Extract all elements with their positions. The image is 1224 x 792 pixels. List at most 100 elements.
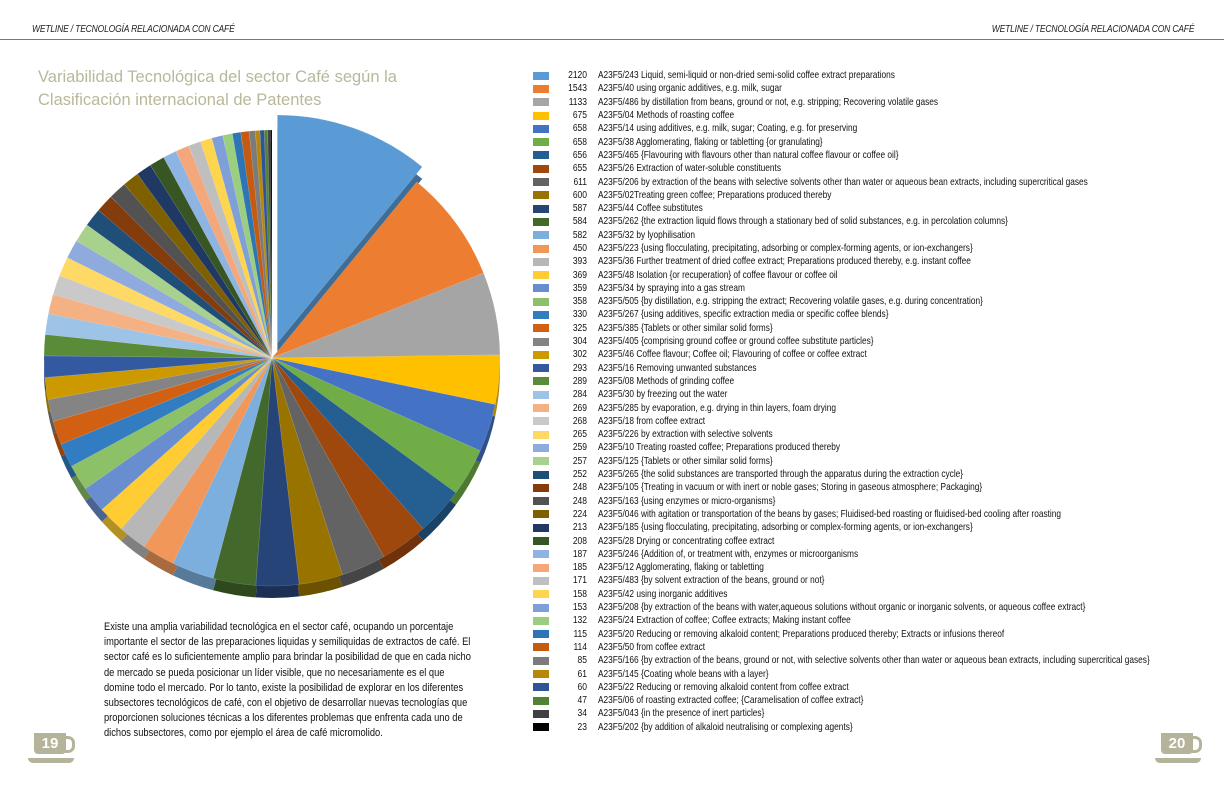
legend-item: 1133 A23F5/486 by distillation from beans…	[533, 96, 1224, 109]
legend-label: A23F5/125 {Tablets or other similar soli…	[598, 455, 773, 467]
legend-item: 259 A23F5/10 Treating roasted coffee; Pre…	[533, 441, 1224, 454]
legend-item: 187 A23F5/246 {Addition of, or treatment …	[533, 548, 1224, 561]
legend-item: 450 A23F5/223 {using flocculating, precip…	[533, 242, 1224, 255]
legend-value: 1133	[568, 96, 587, 108]
legend-swatch	[533, 616, 549, 625]
legend-value: 248	[572, 482, 587, 494]
legend-swatch	[533, 98, 549, 107]
cup-saucer-icon	[28, 758, 74, 763]
legend-label: A23F5/105 {Treating in vacuum or with in…	[598, 482, 983, 494]
pie-slice	[172, 357, 273, 579]
legend-item: 248 A23F5/105 {Treating in vacuum or with…	[533, 481, 1224, 494]
legend-item: 358 A23F5/505 {by distillation, e.g. stri…	[533, 295, 1224, 308]
legend-item: 257 A23F5/125 {Tablets or other similar s…	[533, 455, 1224, 468]
legend-value: 60	[577, 681, 587, 693]
legend-value: 655	[572, 163, 587, 175]
pie-slice	[271, 357, 457, 529]
legend-item: 587 A23F5/44 Coffee substitutes	[533, 202, 1224, 215]
pie-slice	[84, 357, 273, 511]
pie-slice	[240, 130, 273, 359]
legend-label: A23F5/08 Methods of grinding coffee	[598, 375, 735, 387]
legend-label: A23F5/243 Liquid, semi-liquid or non-dri…	[598, 70, 895, 82]
legend-item: 268 A23F5/18 from coffee extract	[533, 415, 1224, 428]
legend-swatch	[533, 457, 549, 466]
legend-swatch	[533, 483, 549, 492]
legend-label: A23F5/226 by extraction with selective s…	[598, 429, 773, 441]
pie-slice	[98, 196, 273, 359]
page-number-text: 19	[34, 733, 66, 754]
legend-value: 61	[577, 668, 587, 680]
legend-value: 213	[572, 522, 587, 534]
legend-swatch	[533, 151, 549, 160]
legend-value: 358	[572, 296, 587, 308]
pie-slice	[66, 240, 273, 359]
legend-item: 85 A23F5/166 {by extraction of the beans,…	[533, 654, 1224, 667]
pie-slice	[277, 114, 423, 344]
pie-slice	[200, 137, 273, 359]
legend-label: A23F5/185 {using flocculating, precipita…	[598, 522, 973, 534]
legend-item: 114 A23F5/50 from coffee extract	[533, 641, 1224, 654]
pie-slice	[248, 130, 273, 359]
legend-item: 582 A23F5/32 by lyophilisation	[533, 229, 1224, 242]
legend-value: 325	[572, 322, 587, 334]
legend-item: 1543 A23F5/40 using organic additives, e.…	[533, 82, 1224, 95]
legend-value: 658	[572, 136, 587, 148]
legend-item: 208 A23F5/28 Drying or concentrating coff…	[533, 534, 1224, 547]
legend-item: 675 A23F5/04 Methods of roasting coffee	[533, 109, 1224, 122]
legend-label: A23F5/145 {Coating whole beans with a la…	[598, 668, 769, 680]
pie-slice	[211, 135, 273, 359]
legend-label: A23F5/36 Further treatment of dried coff…	[598, 256, 971, 268]
legend-value: 2120	[568, 70, 587, 82]
legend-item: 158 A23F5/42 using inorganic additives	[533, 588, 1224, 601]
legend-swatch	[533, 390, 549, 399]
pie-slice	[255, 357, 300, 587]
legend-item: 252 A23F5/265 {the solid substances are t…	[533, 468, 1224, 481]
legend-value: 85	[577, 655, 587, 667]
pie-slice	[44, 313, 273, 359]
legend-label: A23F5/32 by lyophilisation	[598, 229, 696, 241]
legend-item: 656 A23F5/465 {Flavouring with flavours o…	[533, 149, 1224, 162]
legend-item: 213 A23F5/185 {using flocculating, precip…	[533, 521, 1224, 534]
legend-value: 132	[572, 615, 587, 627]
legend-item: 185 A23F5/12 Agglomerating, flaking or ta…	[533, 561, 1224, 574]
pie-slice	[43, 334, 273, 359]
legend-label: A23F5/046 with agitation or transportati…	[598, 508, 1062, 520]
legend-value: 115	[573, 628, 587, 640]
legend-item: 369 A23F5/48 Isolation {or recuperation} …	[533, 268, 1224, 281]
legend-swatch	[533, 164, 549, 173]
pie-slice	[271, 181, 484, 359]
legend-swatch	[533, 244, 549, 253]
legend-swatch	[533, 683, 549, 692]
pie-slice	[76, 224, 273, 359]
legend-value: 393	[572, 256, 587, 268]
legend-swatch	[533, 510, 549, 519]
legend-swatch	[533, 257, 549, 266]
pie-slice	[48, 294, 273, 359]
pie-slice	[271, 357, 496, 452]
pie-slice	[86, 209, 273, 359]
legend-item: 284 A23F5/30 by freezing out the water	[533, 388, 1224, 401]
legend-value: 359	[572, 282, 587, 294]
legend-item: 359 A23F5/34 by spraying into a gas strea…	[533, 282, 1224, 295]
body-paragraph: Existe una amplia variabilidad tecnológi…	[104, 621, 471, 740]
legend-value: 293	[572, 362, 587, 374]
pie-slice	[71, 357, 273, 490]
pie-slice	[212, 357, 273, 586]
legend-swatch	[533, 670, 549, 678]
legend-swatch	[533, 84, 549, 93]
legend-value: 268	[572, 415, 587, 427]
legend-value: 269	[572, 402, 587, 414]
legend-item: 293 A23F5/16 Removing unwanted substances	[533, 362, 1224, 375]
legend-item: 60 A23F5/22 Reducing or removing alkaloid…	[533, 681, 1224, 694]
legend-swatch	[533, 350, 549, 359]
cup-saucer-icon	[1155, 758, 1201, 763]
legend-swatch	[533, 337, 549, 346]
page-number-left: 19	[28, 733, 80, 767]
legend-item: 289 A23F5/08 Methods of grinding coffee	[533, 375, 1224, 388]
legend-swatch	[533, 603, 549, 612]
legend-swatch	[533, 643, 549, 652]
legend-swatch	[533, 537, 549, 546]
legend-swatch	[533, 470, 549, 479]
legend-value: 224	[572, 508, 587, 520]
legend-item: 23 A23F5/202 {by addition of alkaloid neu…	[533, 721, 1224, 734]
